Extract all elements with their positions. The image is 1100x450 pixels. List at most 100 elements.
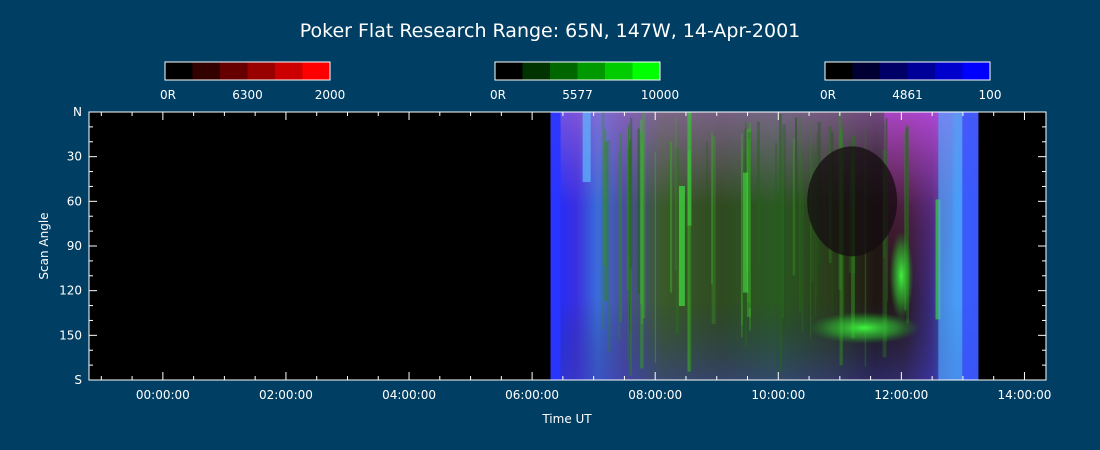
x-tick-label: 10:00:00	[751, 388, 805, 402]
colorbar-swatch	[907, 62, 936, 80]
x-tick-label: 14:00:00	[998, 388, 1052, 402]
aurora-streak	[782, 138, 784, 319]
aurora-bottom-glow	[550, 112, 979, 380]
x-tick-label: 06:00:00	[505, 388, 559, 402]
aurora-streak	[782, 124, 787, 331]
y-tick-label: S	[74, 373, 82, 387]
aurora-dark-patch	[807, 146, 898, 257]
y-tick-label: 150	[59, 328, 82, 342]
aurora-streak	[741, 134, 743, 338]
aurora-streak	[809, 121, 812, 338]
aurora-streak	[619, 133, 622, 322]
colorbar-frame	[824, 61, 991, 81]
colorbar-swatch	[825, 62, 853, 80]
aurora-streak	[654, 151, 656, 363]
colorbar-max-label: 2000	[315, 88, 346, 102]
aurora-streak	[640, 119, 643, 305]
aurora-streak	[801, 149, 804, 334]
plot-area	[88, 111, 1047, 381]
aurora-streak	[627, 147, 631, 319]
colorbar-min-label: 0R	[160, 88, 176, 102]
x-axis-label: Time UT	[541, 412, 592, 426]
colorbar-min-label: 0R	[490, 88, 506, 102]
aurora-streak	[711, 136, 716, 325]
aurora-streak	[642, 113, 646, 319]
aurora-streak	[741, 148, 744, 326]
aurora-streak	[706, 141, 708, 316]
aurora-arc	[743, 172, 749, 293]
aurora-streak	[749, 122, 751, 331]
aurora-arc	[687, 112, 692, 226]
y-tick-label: 60	[67, 194, 82, 208]
x-tick-label: 00:00:00	[136, 388, 190, 402]
colorbar-6300: 0R 6300 2000	[160, 61, 346, 102]
aurora-streak	[626, 128, 631, 290]
colorbar-swatch	[605, 62, 633, 80]
aurora-streak	[630, 117, 633, 269]
aurora-streak	[689, 118, 692, 370]
aurora-streak	[747, 131, 752, 308]
aurora-streak	[629, 138, 632, 376]
colorbar-min-label: 0R	[820, 88, 836, 102]
colorbar-swatch	[935, 62, 963, 80]
aurora-streak	[670, 141, 673, 293]
aurora-streak	[775, 142, 778, 304]
colorbar-swatch	[962, 62, 991, 80]
colorbar-swatch	[192, 62, 221, 80]
aurora-streak	[604, 141, 608, 302]
colorbar-swatch	[577, 62, 606, 80]
colorbar-swatch	[302, 62, 331, 80]
aurora-green-band	[809, 311, 920, 344]
aurora-streak	[757, 121, 760, 309]
aurora-streak	[906, 125, 910, 324]
aurora-right-edge	[962, 112, 979, 380]
y-axis: N 30 60 90 120 150 S	[59, 105, 1046, 387]
aurora-streak	[641, 141, 644, 324]
aurora-left-edge	[550, 112, 561, 380]
aurora-streak	[628, 124, 630, 256]
x-tick-label: 04:00:00	[382, 388, 436, 402]
colorbar-swatch	[550, 62, 578, 80]
aurora-left-cyan	[582, 112, 591, 182]
colorbar-swatch	[880, 62, 908, 80]
aurora-streak	[779, 114, 782, 372]
aurora-streak	[607, 140, 611, 352]
y-tick-label: 120	[59, 284, 82, 298]
aurora-streak	[601, 112, 605, 330]
aurora-streak	[882, 149, 887, 358]
aurora-streak	[675, 148, 679, 334]
aurora-streak	[637, 128, 640, 294]
aurora-streak	[627, 145, 629, 362]
aurora-streak	[905, 127, 909, 277]
colorbar-swatch	[220, 62, 248, 80]
aurora-streak	[747, 138, 751, 303]
y-tick-label: N	[73, 105, 82, 119]
aurora-streak	[618, 151, 621, 342]
x-tick-label: 12:00:00	[874, 388, 928, 402]
colorbar-wavelength-label: 5577	[562, 88, 593, 102]
aurora-green-arc	[889, 230, 914, 321]
aurora-streak	[799, 116, 801, 312]
colorbar-frame	[164, 61, 331, 81]
aurora-streak	[792, 138, 795, 276]
colorbar-wavelength-label: 6300	[232, 88, 263, 102]
x-axis: 00:00:00 02:00:00 04:00:00 06:00:00 08:00:00…	[100, 112, 1052, 402]
colorbar-4861: 0R 4861 100	[820, 61, 1002, 102]
aurora-streak	[687, 150, 691, 372]
aurora-streak	[904, 131, 907, 311]
aurora-streak	[639, 131, 644, 369]
colorbar-max-label: 10000	[641, 88, 679, 102]
aurora-right-cyan	[938, 112, 963, 380]
colorbar-frame	[494, 61, 661, 81]
y-axis-label: Scan Angle	[37, 212, 51, 279]
colorbars: 0R 6300 2000 0R 5577 10000 0R 4861 100	[160, 61, 1002, 102]
x-tick-label: 02:00:00	[259, 388, 313, 402]
colorbar-swatch	[275, 62, 303, 80]
colorbar-swatch	[165, 62, 193, 80]
colorbar-max-label: 100	[979, 88, 1002, 102]
colorbar-5577: 0R 5577 10000	[490, 61, 679, 102]
x-tick-label: 08:00:00	[628, 388, 682, 402]
aurora-image	[550, 112, 979, 380]
chart-title: Poker Flat Research Range: 65N, 147W, 14…	[300, 20, 801, 42]
